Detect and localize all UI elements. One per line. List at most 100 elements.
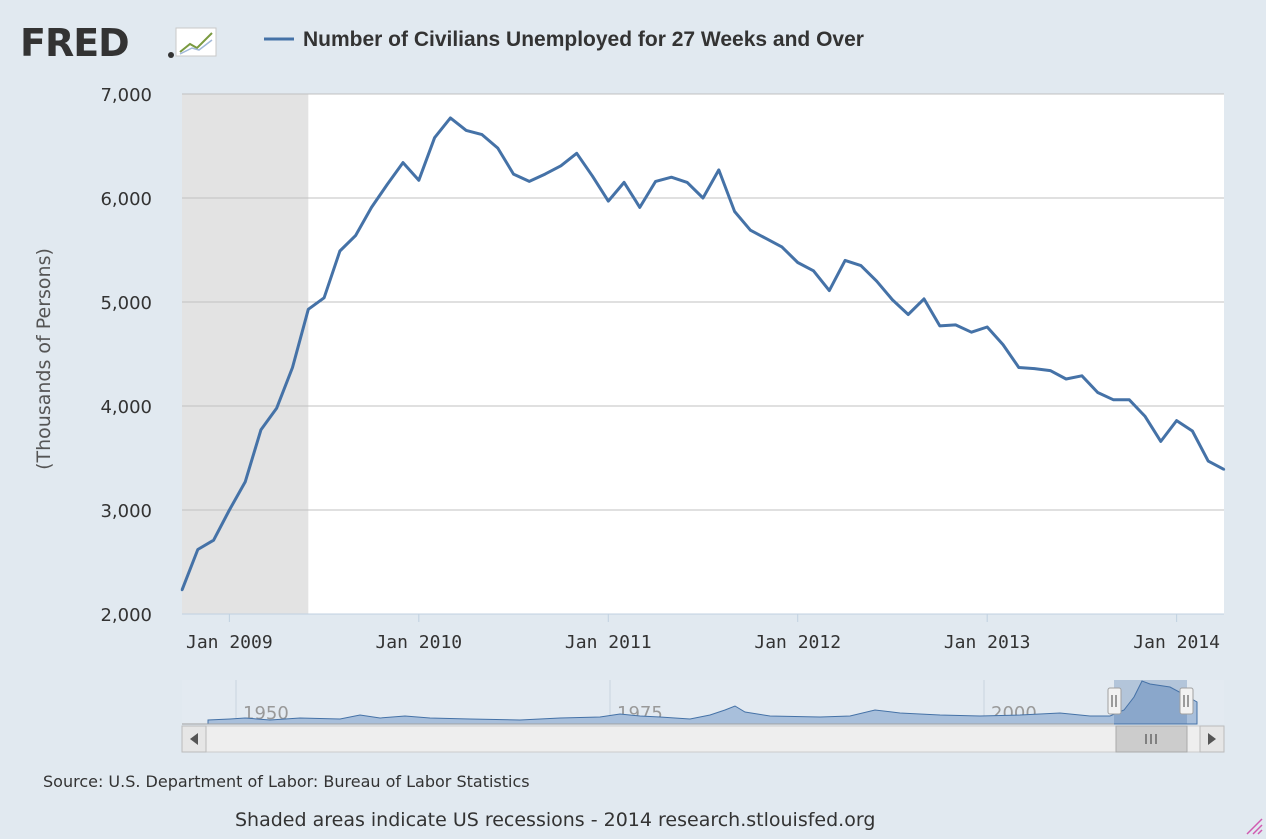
data-point — [812, 269, 815, 272]
data-point — [575, 152, 578, 155]
data-point — [796, 261, 799, 264]
x-tick-label: Jan 2012 — [754, 632, 841, 653]
data-point — [891, 298, 894, 302]
data-point — [749, 229, 752, 232]
fred-graph-icon — [175, 27, 217, 57]
navigator-history-area — [207, 680, 1198, 725]
data-point — [717, 168, 720, 172]
data-point — [985, 325, 989, 329]
x-tick-label: Jan 2010 — [375, 632, 462, 653]
data-point — [417, 179, 421, 182]
y-tick-label: 2,000 — [100, 605, 152, 626]
data-point — [480, 133, 484, 136]
data-point — [828, 289, 831, 292]
data-point — [607, 199, 610, 203]
data-point — [1128, 398, 1131, 401]
x-tick-label: Jan 2011 — [565, 632, 652, 653]
data-point — [1064, 377, 1068, 381]
data-point — [622, 181, 626, 184]
x-axis: Jan 2009 Jan 2010 Jan 2011 Jan 2012 Jan 2013… — [186, 614, 1220, 653]
data-point — [449, 116, 452, 120]
y-axis-title: (Thousands of Persons) — [33, 248, 55, 470]
navigator-handle-icon[interactable] — [1179, 687, 1194, 715]
data-point — [243, 480, 247, 484]
data-point — [1159, 440, 1163, 443]
data-point — [701, 196, 705, 200]
data-point — [875, 280, 878, 283]
data-point — [354, 234, 357, 237]
data-point — [322, 296, 326, 300]
scrollbar-track[interactable] — [181, 725, 1225, 753]
recession-note[interactable]: Shaded areas indicate US recessions - 20… — [235, 809, 875, 831]
data-point — [433, 136, 436, 139]
arrow-right-icon[interactable] — [1199, 725, 1225, 753]
scroll-grip-icon[interactable] — [1115, 725, 1188, 753]
x-tick-label: Jan 2013 — [944, 632, 1031, 653]
data-point — [1033, 367, 1036, 370]
data-point — [259, 428, 263, 432]
data-point — [654, 180, 657, 183]
data-point — [1001, 343, 1005, 346]
data-point — [291, 366, 294, 369]
y-tick-label: 7,000 — [100, 85, 152, 106]
data-point — [733, 210, 736, 213]
data-point — [543, 172, 547, 176]
data-point — [1175, 419, 1178, 422]
data-point — [843, 259, 847, 262]
x-tick-label: Jan 2009 — [186, 632, 273, 653]
data-point — [386, 183, 389, 186]
data-point — [528, 180, 531, 183]
data-point — [275, 406, 278, 410]
data-point — [1191, 429, 1194, 433]
data-point — [780, 245, 784, 249]
data-point — [212, 538, 215, 542]
recession-band — [182, 94, 309, 614]
data-point — [1143, 415, 1147, 418]
plot-area — [182, 94, 1224, 614]
data-point — [938, 324, 942, 328]
data-point — [307, 308, 310, 311]
data-point — [670, 176, 673, 179]
data-point — [496, 146, 499, 150]
data-point — [591, 174, 594, 178]
legend-series-title[interactable]: Number of Civilians Unemployed for 27 We… — [303, 28, 864, 51]
data-point — [196, 548, 199, 551]
data-point — [1207, 459, 1210, 463]
scrollbar[interactable] — [181, 725, 1225, 753]
resize-grip-icon[interactable] — [1246, 818, 1263, 835]
series-points — [180, 116, 1226, 592]
data-point — [1049, 369, 1052, 372]
navigator-handle-icon[interactable] — [1107, 687, 1122, 715]
data-point — [638, 206, 642, 209]
data-point — [907, 313, 910, 316]
y-tick-label: 6,000 — [100, 189, 152, 210]
data-point — [1222, 468, 1226, 471]
data-point — [338, 249, 342, 253]
data-point — [970, 330, 973, 334]
arrow-left-icon[interactable] — [181, 725, 207, 753]
data-point — [859, 264, 863, 267]
navigator[interactable]: 1950 1975 2000 — [182, 680, 1224, 725]
navigator-selected-range[interactable] — [1114, 680, 1187, 724]
data-point — [1017, 366, 1020, 369]
x-tick-label: Jan 2014 — [1133, 632, 1220, 653]
data-point — [559, 164, 563, 167]
data-point — [954, 323, 957, 327]
y-axis: 2,000 3,000 4,000 5,000 6,000 7,000 — [100, 85, 152, 626]
data-point — [1096, 391, 1099, 394]
source-note: Source: U.S. Department of Labor: Bureau… — [43, 772, 530, 791]
logo-registered-mark — [168, 52, 174, 58]
data-point — [686, 181, 689, 184]
data-point — [228, 508, 231, 512]
data-point — [1112, 398, 1115, 401]
data-point — [1080, 374, 1084, 378]
data-point — [370, 206, 373, 209]
fred-logo[interactable]: FRED — [20, 21, 130, 65]
data-point — [464, 129, 468, 132]
y-tick-label: 4,000 — [100, 397, 152, 418]
data-point — [922, 297, 926, 301]
data-point — [764, 237, 768, 240]
data-point — [512, 172, 515, 176]
data-point — [401, 161, 405, 164]
